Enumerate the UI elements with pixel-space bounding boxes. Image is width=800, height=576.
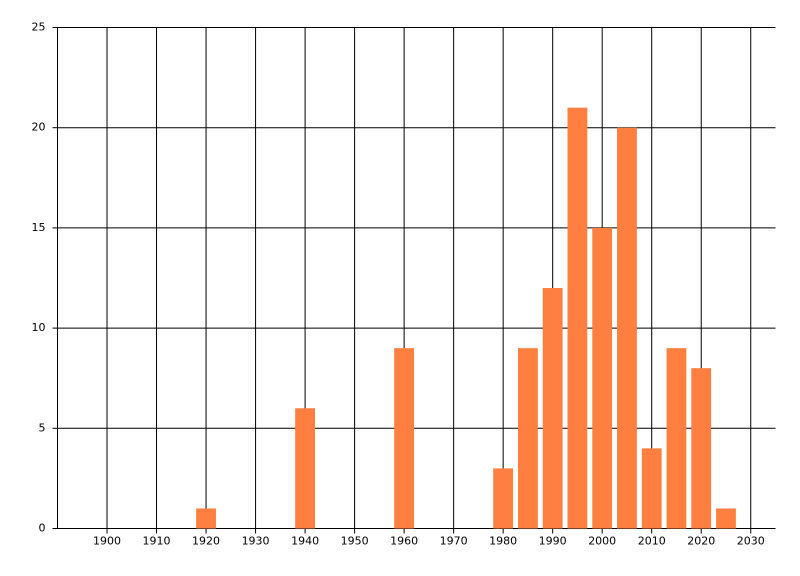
y-tick-label: 15 [32, 221, 46, 234]
y-tick-label: 25 [32, 21, 46, 34]
bar [617, 127, 637, 529]
x-tick-label: 1950 [341, 535, 369, 548]
x-tick-label: 1990 [539, 535, 567, 548]
bar [493, 468, 514, 529]
bar [542, 288, 563, 529]
y-tick-label: 10 [32, 321, 46, 334]
x-tick-label: 2020 [687, 535, 715, 548]
y-tick-label: 20 [32, 121, 46, 134]
x-tick-label: 1900 [93, 535, 121, 548]
bar [295, 408, 315, 529]
bar [592, 227, 613, 529]
bar [196, 508, 216, 529]
bar [716, 508, 736, 529]
bar [518, 348, 538, 529]
x-tick-label: 2000 [588, 535, 616, 548]
bar [666, 348, 687, 529]
bar [394, 348, 415, 529]
x-tick-label: 1980 [489, 535, 517, 548]
bar [641, 448, 662, 529]
x-tick-label: 2010 [638, 535, 666, 548]
x-tick-label: 1960 [390, 535, 418, 548]
bar [691, 368, 712, 529]
x-tick-label: 1930 [242, 535, 270, 548]
bar [567, 107, 588, 529]
x-tick-label: 1910 [143, 535, 171, 548]
y-tick-label: 5 [39, 421, 46, 434]
x-tick-label: 1970 [440, 535, 468, 548]
y-tick-label: 0 [39, 522, 46, 535]
x-tick-label: 2030 [737, 535, 765, 548]
x-tick-label: 1940 [291, 535, 319, 548]
x-tick-label: 1920 [192, 535, 220, 548]
